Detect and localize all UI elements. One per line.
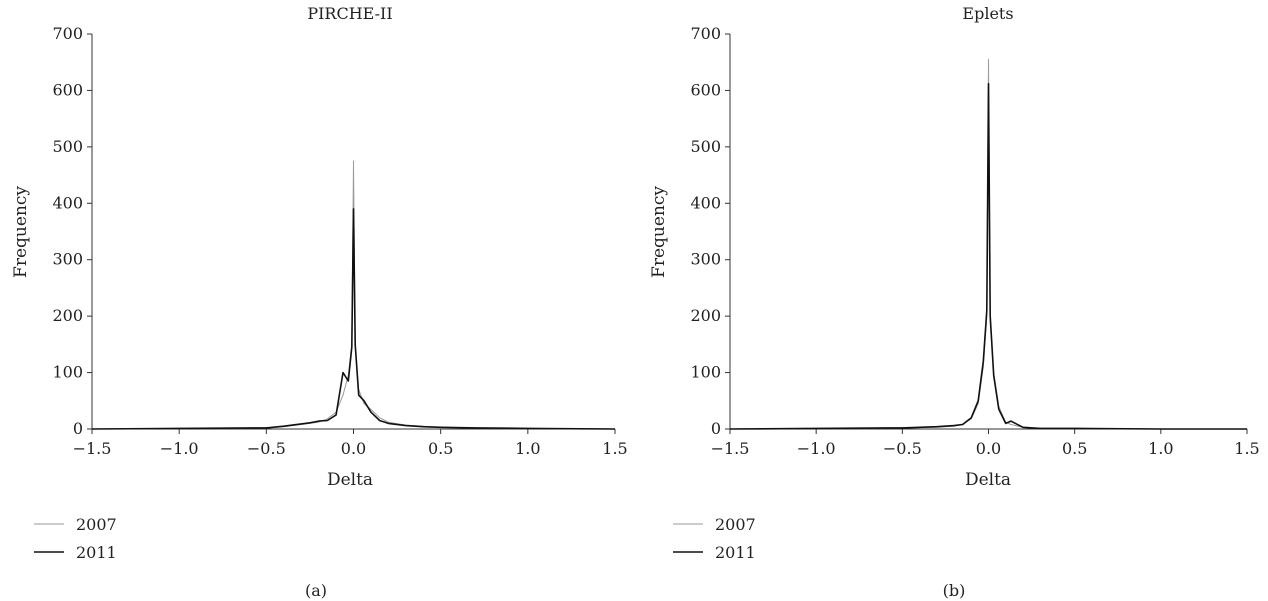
y-tick-label: 200 (690, 306, 721, 325)
x-tick-label: 1.5 (1234, 439, 1259, 458)
legend: 2007 2011 (34, 515, 117, 562)
x-tick-label: 1.0 (515, 439, 540, 458)
series-line-2011 (729, 82, 1247, 430)
legend-label-2011: 2011 (76, 543, 117, 562)
y-tick-label: 300 (52, 250, 83, 269)
chart-title: PIRCHE-II (307, 4, 392, 23)
x-tick-label: −1.5 (73, 439, 112, 458)
y-tick-label: 400 (690, 193, 721, 212)
x-tick-label: −0.5 (883, 439, 922, 458)
y-tick-label: 300 (690, 250, 721, 269)
y-axis-title: Frequency (649, 186, 669, 278)
x-tick-label: 0.5 (428, 439, 453, 458)
y-tick-label: 0 (711, 419, 721, 438)
x-tick-label: −1.5 (711, 439, 750, 458)
x-axis-title: Delta (327, 470, 373, 490)
legend-label-2007: 2007 (715, 515, 756, 534)
panel-caption: (a) (305, 581, 327, 600)
x-tick-label: −1.0 (160, 439, 199, 458)
y-tick-label: 200 (52, 306, 83, 325)
series-line-2007 (91, 160, 616, 430)
panel-caption: (b) (943, 581, 966, 600)
x-tick-label: 1.0 (1148, 439, 1173, 458)
legend-label-2007: 2007 (76, 515, 117, 534)
x-tick-label: 0.0 (976, 439, 1001, 458)
legend: 2007 2011 (673, 515, 756, 562)
x-tick-label: −0.5 (247, 439, 286, 458)
y-tick-label: 600 (690, 80, 721, 99)
panel-a: PIRCHE-II Frequency Delta 2007 2011 (a) … (11, 4, 628, 600)
x-tick-label: 1.5 (602, 439, 627, 458)
y-tick-label: 400 (52, 193, 83, 212)
series-line-2011 (91, 208, 616, 430)
y-tick-label: 700 (690, 24, 721, 43)
x-tick-label: 0.5 (1062, 439, 1087, 458)
y-tick-label: 100 (690, 363, 721, 382)
x-axis-title: Delta (965, 470, 1011, 490)
y-tick-label: 500 (690, 137, 721, 156)
x-tick-label: 0.0 (341, 439, 366, 458)
y-tick-label: 500 (52, 137, 83, 156)
y-tick-label: 0 (73, 419, 83, 438)
legend-label-2011: 2011 (715, 543, 756, 562)
panel-b: Eplets Frequency Delta 2007 2011 (b) 0 10… (649, 4, 1260, 600)
y-axis-title: Frequency (11, 186, 31, 278)
y-tick-label: 700 (52, 24, 83, 43)
x-tick-label: −1.0 (797, 439, 836, 458)
chart-title: Eplets (962, 4, 1013, 23)
y-tick-label: 100 (52, 363, 83, 382)
y-tick-label: 600 (52, 80, 83, 99)
